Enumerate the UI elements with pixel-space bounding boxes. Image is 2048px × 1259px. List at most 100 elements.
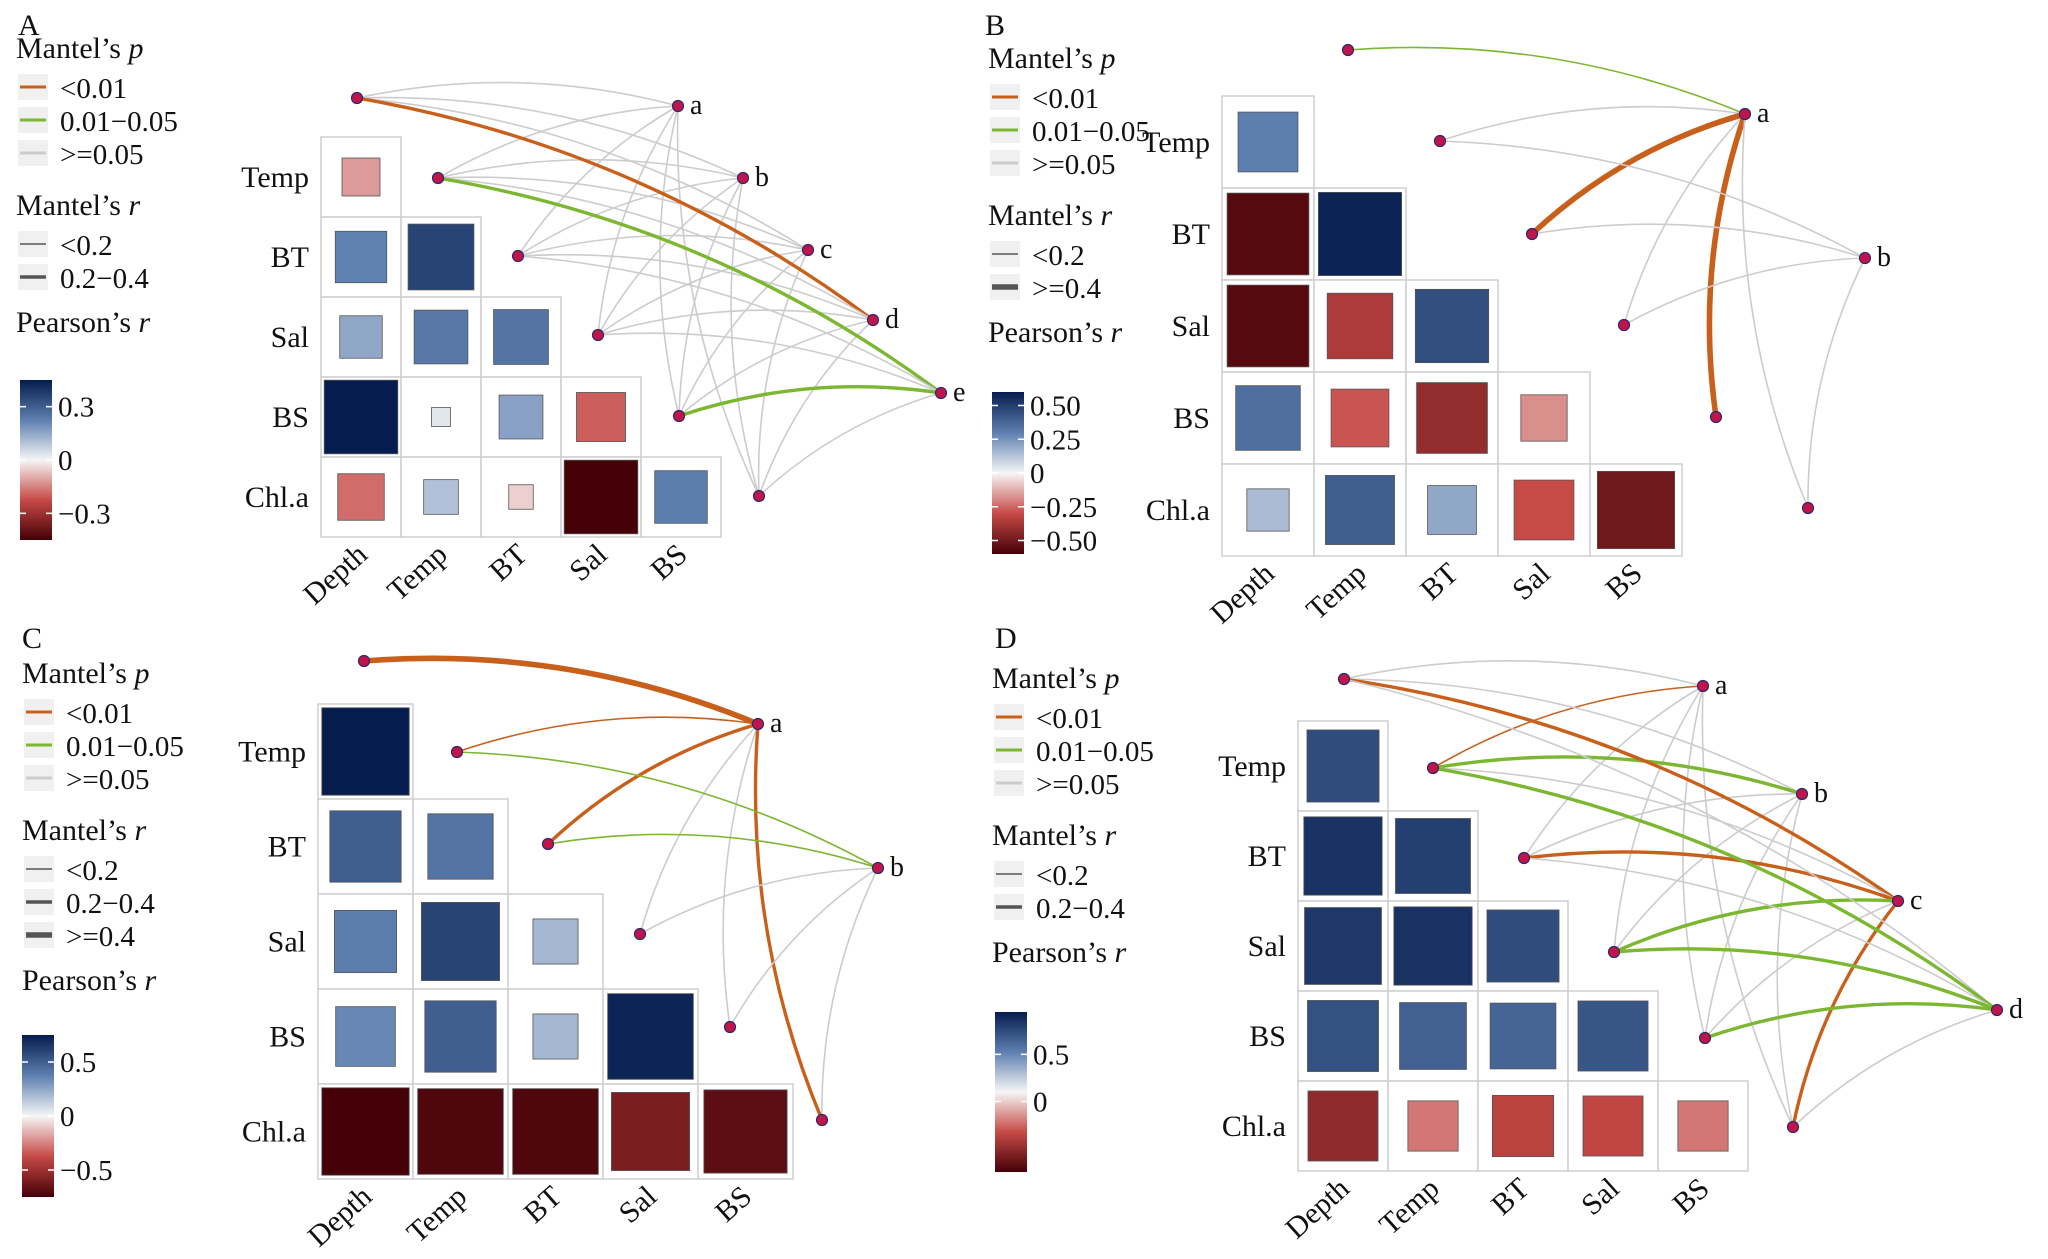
anchor-c-chl-a <box>815 1113 829 1127</box>
row-label-d-temp: Temp <box>1218 750 1286 783</box>
anchor-b-bs <box>1709 410 1723 424</box>
link-a-bt <box>1523 685 1704 859</box>
cell-square-a-bs-depth <box>323 379 399 455</box>
cell-square-d-bs-bt <box>1489 1002 1557 1070</box>
cell-square-c-bs-sal <box>607 993 694 1080</box>
cell-square-d-bs-temp <box>1399 1002 1467 1070</box>
legend-r-label-0: <0.2 <box>1032 240 1085 272</box>
anchor-b-depth <box>1341 43 1355 57</box>
node-label-b-b: b <box>1877 242 1891 273</box>
row-label-d-chl-a: Chl.a <box>1222 1110 1286 1143</box>
link-b-sal <box>639 867 879 935</box>
cell-square-c-sal-temp <box>421 902 500 981</box>
link-c-temp <box>437 176 809 251</box>
link-a-depth <box>361 655 761 727</box>
anchor-b-bt <box>1525 227 1539 241</box>
link-b-bt <box>1531 223 1866 259</box>
col-label-a-bt: BT <box>483 538 534 588</box>
cell-square-a-temp-depth <box>341 157 381 197</box>
node-d-b <box>1795 787 1809 801</box>
link-d-chl-a <box>1792 1009 1998 1128</box>
col-label-c-bs: BS <box>709 1180 758 1229</box>
legend-mantel-p-title: Mantel’s p <box>988 42 1116 75</box>
link-a-sal <box>1623 113 1746 326</box>
link-a-chl-a <box>1741 113 1809 509</box>
link-d-depth <box>1343 678 1998 1011</box>
link-a-bt <box>517 105 679 257</box>
legend-pearson-italic: r <box>1111 316 1123 349</box>
link-c-bs <box>678 249 809 417</box>
cell-square-b-chl-a-sal <box>1513 479 1575 541</box>
legend-p-label-2: >=0.05 <box>1036 769 1119 801</box>
legend-pearson-italic: r <box>145 964 157 997</box>
legend-r-label-1: 0.2−0.4 <box>1036 893 1125 925</box>
col-label-c-sal: Sal <box>613 1180 664 1230</box>
colorbar-tick-label-1: 0 <box>58 445 73 477</box>
node-c-b <box>871 861 885 875</box>
legend-mantel-r-title: Mantel’s r <box>22 814 147 847</box>
cell-square-a-bt-temp <box>407 223 475 291</box>
row-label-b-bt: BT <box>1172 218 1210 251</box>
legend-mantel-p-title: Mantel’s p <box>22 657 150 690</box>
anchor-a-depth <box>350 91 364 105</box>
link-a-temp <box>1432 685 1704 769</box>
cell-square-b-sal-bt <box>1414 288 1490 364</box>
anchor-d-bt <box>1517 851 1531 865</box>
legend-mantel-p-italic: p <box>133 657 150 690</box>
legend-p-label-0: <0.01 <box>66 698 133 730</box>
cell-square-c-bt-depth <box>329 810 402 883</box>
cell-square-d-bt-temp <box>1395 818 1471 894</box>
legend-pearson-title: Pearson’s r <box>988 316 1123 349</box>
link-b-bs <box>1704 793 1803 1039</box>
cell-square-a-chl-a-temp <box>423 479 459 515</box>
node-d-c <box>1891 894 1905 908</box>
legend-mantel-r-italic: r <box>129 189 141 222</box>
row-label-a-bs: BS <box>272 401 309 434</box>
row-label-a-chl-a: Chl.a <box>245 481 309 514</box>
link-b-sal <box>597 177 744 336</box>
node-a-c <box>801 243 815 257</box>
cell-square-b-bs-temp <box>1330 388 1390 448</box>
link-a-depth <box>1343 660 1704 687</box>
legend-mantel-p-italic: p <box>127 32 144 65</box>
link-e-chl-a <box>758 392 942 497</box>
node-label-d-d: d <box>2009 994 2023 1025</box>
link-a-sal <box>597 105 679 336</box>
anchor-d-bs <box>1698 1031 1712 1045</box>
anchor-c-bt <box>541 837 555 851</box>
cell-square-c-chl-a-bs <box>703 1089 788 1174</box>
link-d-depth <box>355 96 875 322</box>
link-c-chl-a <box>757 249 809 497</box>
link-a-bt <box>1529 111 1748 237</box>
node-b-b <box>1858 251 1872 265</box>
cell-square-a-bs-sal <box>576 392 626 442</box>
cell-square-a-chl-a-bs <box>654 470 708 524</box>
panel-label-b: B <box>985 9 1005 42</box>
colorbar-d <box>995 1012 1027 1172</box>
link-a-sal <box>1613 685 1704 953</box>
cell-square-c-bs-depth <box>335 1006 396 1067</box>
legend-p-label-0: <0.01 <box>1032 83 1099 115</box>
node-b-a <box>1738 107 1752 121</box>
link-d-temp <box>1431 766 1999 1012</box>
colorbar-tick-label-2: 0 <box>1030 458 1045 490</box>
link-e-sal <box>597 332 942 394</box>
colorbar-tick-label-0: 0.5 <box>1033 1039 1069 1071</box>
node-label-a-e: e <box>953 377 965 408</box>
node-a-b <box>736 171 750 185</box>
node-label-a-b: b <box>755 162 769 193</box>
row-label-a-temp: Temp <box>241 161 309 194</box>
link-b-sal <box>1613 793 1803 953</box>
cell-square-b-sal-depth <box>1226 284 1310 368</box>
legend-r-label-0: <0.2 <box>60 230 113 262</box>
cell-square-c-sal-bt <box>532 918 579 965</box>
link-c-sal <box>597 249 809 336</box>
anchor-d-temp <box>1426 761 1440 775</box>
row-label-b-sal: Sal <box>1172 310 1210 343</box>
row-label-c-sal: Sal <box>268 926 306 959</box>
legend-pearson-title: Pearson’s r <box>22 964 157 997</box>
legend-mantel-p-italic: p <box>1103 662 1120 695</box>
legend-p-label-1: 0.01−0.05 <box>1032 116 1150 148</box>
